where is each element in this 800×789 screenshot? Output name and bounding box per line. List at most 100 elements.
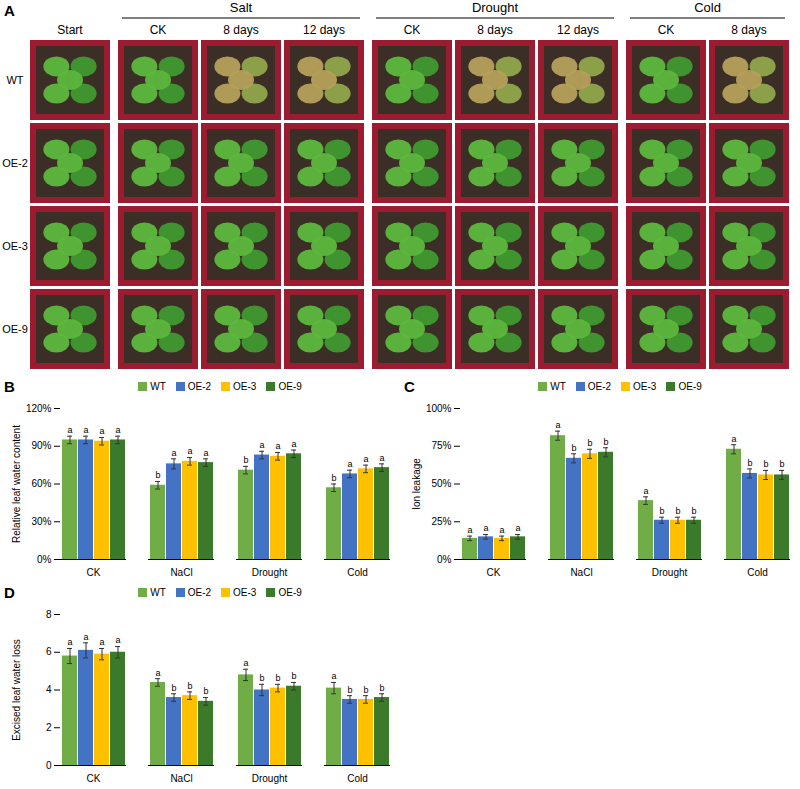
svg-text:b: b: [171, 683, 176, 693]
html-text:WT: WT: [150, 380, 166, 392]
svg-text:Relative leaf water content: Relative leaf water content: [11, 425, 22, 543]
svg-text:b: b: [259, 673, 264, 683]
svg-text:b: b: [363, 685, 368, 695]
svg-text:b: b: [379, 683, 384, 693]
svg-text:Salt: Salt: [230, 0, 253, 15]
svg-text:100%: 100%: [426, 403, 452, 414]
svg-text:a: a: [83, 425, 88, 435]
svg-text:a: a: [515, 523, 520, 533]
svg-text:CK: CK: [87, 567, 101, 578]
svg-text:b: b: [691, 506, 696, 516]
svg-text:Excised leaf water loss: Excised leaf water loss: [11, 639, 22, 741]
svg-text:Cold: Cold: [694, 0, 721, 15]
svg-text:a: a: [115, 425, 120, 435]
svg-text:a: a: [99, 426, 104, 436]
svg-text:Cold: Cold: [347, 773, 368, 784]
svg-text:6: 6: [46, 646, 52, 657]
svg-text:90%: 90%: [31, 440, 51, 451]
svg-text:a: a: [331, 671, 336, 681]
svg-text:b: b: [747, 458, 752, 468]
svg-text:b: b: [587, 438, 592, 448]
svg-text:8: 8: [46, 609, 52, 620]
svg-text:a: a: [731, 434, 736, 444]
svg-text:a: a: [555, 420, 560, 430]
svg-text:a: a: [155, 668, 160, 678]
svg-text:4: 4: [46, 684, 52, 695]
svg-text:CK: CK: [487, 567, 501, 578]
svg-text:60%: 60%: [31, 478, 51, 489]
svg-text:2: 2: [46, 722, 52, 733]
svg-text:a: a: [243, 658, 248, 668]
svg-text:0%: 0%: [437, 554, 452, 565]
svg-text:NaCl: NaCl: [170, 773, 192, 784]
svg-text:CK: CK: [658, 23, 675, 37]
svg-text:a: a: [483, 523, 488, 533]
svg-text:a: a: [259, 440, 264, 450]
svg-text:8 days: 8 days: [223, 23, 258, 37]
svg-text:b: b: [331, 473, 336, 483]
svg-text:a: a: [347, 459, 352, 469]
svg-text:0: 0: [46, 760, 52, 771]
svg-text:b: b: [275, 673, 280, 683]
svg-text:30%: 30%: [31, 516, 51, 527]
html-text:OE-2: OE-2: [187, 380, 212, 392]
svg-text:Drought: Drought: [652, 567, 688, 578]
svg-text:a: a: [203, 448, 208, 458]
svg-text:8 days: 8 days: [477, 23, 512, 37]
svg-text:CK: CK: [87, 773, 101, 784]
svg-text:Drought: Drought: [252, 773, 288, 784]
svg-text:a: a: [499, 525, 504, 535]
svg-text:a: a: [291, 439, 296, 449]
svg-text:b: b: [763, 459, 768, 469]
svg-text:Drought: Drought: [252, 567, 288, 578]
svg-text:a: a: [67, 425, 72, 435]
svg-text:a: a: [379, 453, 384, 463]
svg-text:25%: 25%: [431, 516, 451, 527]
svg-text:12 days: 12 days: [303, 23, 345, 37]
svg-text:50%: 50%: [431, 478, 451, 489]
svg-text:CK: CK: [150, 23, 167, 37]
svg-text:b: b: [659, 506, 664, 516]
svg-text:b: b: [203, 686, 208, 696]
svg-text:b: b: [603, 437, 608, 447]
svg-text:b: b: [571, 443, 576, 453]
svg-text:OE-3: OE-3: [2, 240, 28, 252]
svg-text:NaCl: NaCl: [570, 567, 592, 578]
svg-text:a: a: [187, 446, 192, 456]
svg-text:a: a: [171, 448, 176, 458]
svg-text:b: b: [779, 459, 784, 469]
svg-text:b: b: [155, 470, 160, 480]
svg-text:120%: 120%: [26, 403, 52, 414]
html-text:OE-9: OE-9: [278, 380, 302, 392]
svg-text:a: a: [275, 441, 280, 451]
svg-text:b: b: [675, 506, 680, 516]
svg-text:Cold: Cold: [747, 567, 768, 578]
svg-text:a: a: [363, 454, 368, 464]
svg-text:b: b: [243, 455, 248, 465]
svg-text:CK: CK: [404, 23, 421, 37]
svg-text:NaCl: NaCl: [170, 567, 192, 578]
svg-text:0%: 0%: [37, 554, 52, 565]
svg-text:WT: WT: [6, 74, 23, 86]
svg-text:a: a: [115, 635, 120, 645]
svg-text:a: a: [83, 632, 88, 642]
svg-text:Ion leakage: Ion leakage: [411, 458, 422, 510]
svg-text:a: a: [643, 486, 648, 496]
svg-text:Drought: Drought: [472, 0, 519, 15]
svg-text:OE-2: OE-2: [2, 157, 28, 169]
svg-text:OE-9: OE-9: [2, 323, 28, 335]
svg-text:b: b: [187, 681, 192, 691]
svg-text:12 days: 12 days: [557, 23, 599, 37]
svg-text:a: a: [99, 637, 104, 647]
html-text:WT: WT: [550, 380, 566, 392]
svg-text:b: b: [291, 671, 296, 681]
html-text:OE-3: OE-3: [233, 380, 257, 392]
svg-text:8 days: 8 days: [731, 23, 766, 37]
svg-text:Cold: Cold: [347, 567, 368, 578]
svg-text:a: a: [67, 637, 72, 647]
svg-text:A: A: [4, 2, 15, 19]
svg-text:75%: 75%: [431, 440, 451, 451]
svg-text:a: a: [467, 525, 472, 535]
svg-text:b: b: [347, 685, 352, 695]
svg-text:Start: Start: [57, 23, 83, 37]
